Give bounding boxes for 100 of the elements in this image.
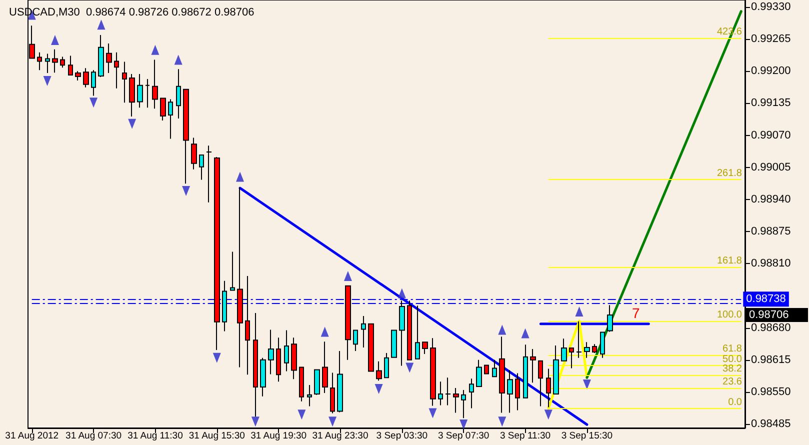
point: [374, 384, 383, 394]
point: [575, 306, 584, 316]
x-tick-label: 31 Aug 11:30: [128, 430, 183, 442]
candlestick: [276, 337, 281, 382]
candlestick: [68, 55, 73, 76]
point: [212, 352, 221, 363]
candlestick: [507, 370, 513, 414]
point: [328, 416, 337, 427]
y-tick-label: 0.98485: [751, 418, 791, 430]
point: [90, 98, 98, 108]
annotation: 61.8: [722, 343, 742, 354]
candlestick: [484, 364, 489, 374]
point: [428, 408, 437, 418]
candlestick: [191, 137, 197, 170]
candlestick: [284, 330, 289, 372]
candlestick: [469, 378, 474, 409]
candlestick: [553, 345, 559, 394]
annotation: 23.6: [722, 376, 742, 388]
candlestick: [561, 338, 567, 362]
candlestick: [206, 145, 212, 203]
candlestick: [268, 329, 274, 375]
x-tick-label: 3 Sep 07:30: [438, 430, 490, 442]
x-tick-label: 31 Aug 07:30: [66, 430, 122, 442]
y-tick-label: 0.98550: [751, 386, 791, 398]
point: [151, 44, 160, 55]
candlestick: [91, 70, 96, 96]
candlestick: [245, 275, 250, 376]
point: [498, 324, 506, 335]
candlestick: [60, 56, 65, 68]
text: 0.98706: [749, 308, 789, 321]
candlestick: [407, 300, 412, 360]
candlestick: [291, 337, 297, 380]
candlestick: [160, 97, 166, 121]
ref-line-label: 0.98738: [746, 293, 786, 306]
candlestick: [230, 251, 235, 291]
annotation: 50.0: [722, 354, 742, 365]
candlestick: [399, 300, 405, 366]
candlestick: [98, 34, 104, 78]
candlestick: [530, 348, 536, 384]
y-tick-label: 0.99265: [751, 33, 791, 45]
x-tick-label: 3 Sep 15:30: [561, 430, 613, 442]
annotation: 7: [632, 305, 640, 321]
candlestick: [337, 350, 343, 413]
point: [251, 416, 260, 427]
point: [544, 410, 552, 420]
candlestick: [576, 320, 582, 358]
x-tick-label: 31 Aug 2012: [5, 430, 59, 442]
point: [128, 118, 136, 129]
y-tick-label: 0.99200: [751, 65, 791, 78]
point: [521, 328, 530, 338]
y-tick-label: 0.98615: [751, 354, 791, 366]
y-tick-label: 0.98680: [751, 322, 791, 334]
y-tick-label: 0.99005: [751, 161, 791, 174]
y-tick-label: 0.99135: [751, 97, 791, 110]
point: [236, 172, 244, 182]
annotation: 100.0: [716, 309, 742, 320]
candlestick: [222, 280, 227, 332]
candlestick: [415, 305, 420, 360]
candlestick: [353, 330, 358, 352]
candlestick: [106, 42, 112, 74]
candlestick: [461, 389, 466, 419]
y-tick-label: 0.99330: [751, 0, 791, 13]
point: [182, 186, 190, 196]
point: [406, 362, 414, 373]
candlestick: [183, 88, 189, 184]
annotation: 261.8: [716, 168, 742, 180]
candlestick: [168, 98, 173, 140]
candlestick: [45, 53, 50, 74]
candlestick: [114, 52, 119, 89]
point: [344, 270, 352, 281]
candlestick: [569, 348, 574, 369]
candlestick: [361, 315, 366, 348]
candlestick: [422, 342, 428, 354]
candlestick: [299, 366, 304, 402]
annotation: 161.8: [716, 256, 742, 267]
point: [97, 20, 106, 30]
point: [174, 54, 182, 65]
candlestick: [145, 78, 150, 108]
annotation: 38.2: [722, 364, 742, 375]
x-tick-label: 3 Sep 11:30: [500, 430, 551, 442]
candlestick: [214, 156, 220, 350]
candlestick: [314, 368, 320, 396]
candlestick: [384, 352, 389, 378]
candlestick: [607, 304, 613, 332]
candlestick: [499, 336, 505, 414]
candlestick: [584, 342, 590, 358]
candlestick: [368, 323, 374, 372]
candlestick: [83, 68, 89, 88]
candlestick: [137, 74, 143, 108]
candlestick: [152, 59, 158, 110]
candlestick: [376, 360, 382, 382]
candlestick: [445, 377, 451, 406]
candlestick: [476, 359, 482, 388]
candlestick: [330, 372, 335, 414]
y-tick-label: 0.99070: [751, 129, 791, 142]
candlestick: [52, 48, 58, 74]
candlestick: [129, 74, 135, 118]
candlestick: [237, 187, 243, 368]
point: [298, 410, 306, 420]
point: [498, 416, 506, 427]
